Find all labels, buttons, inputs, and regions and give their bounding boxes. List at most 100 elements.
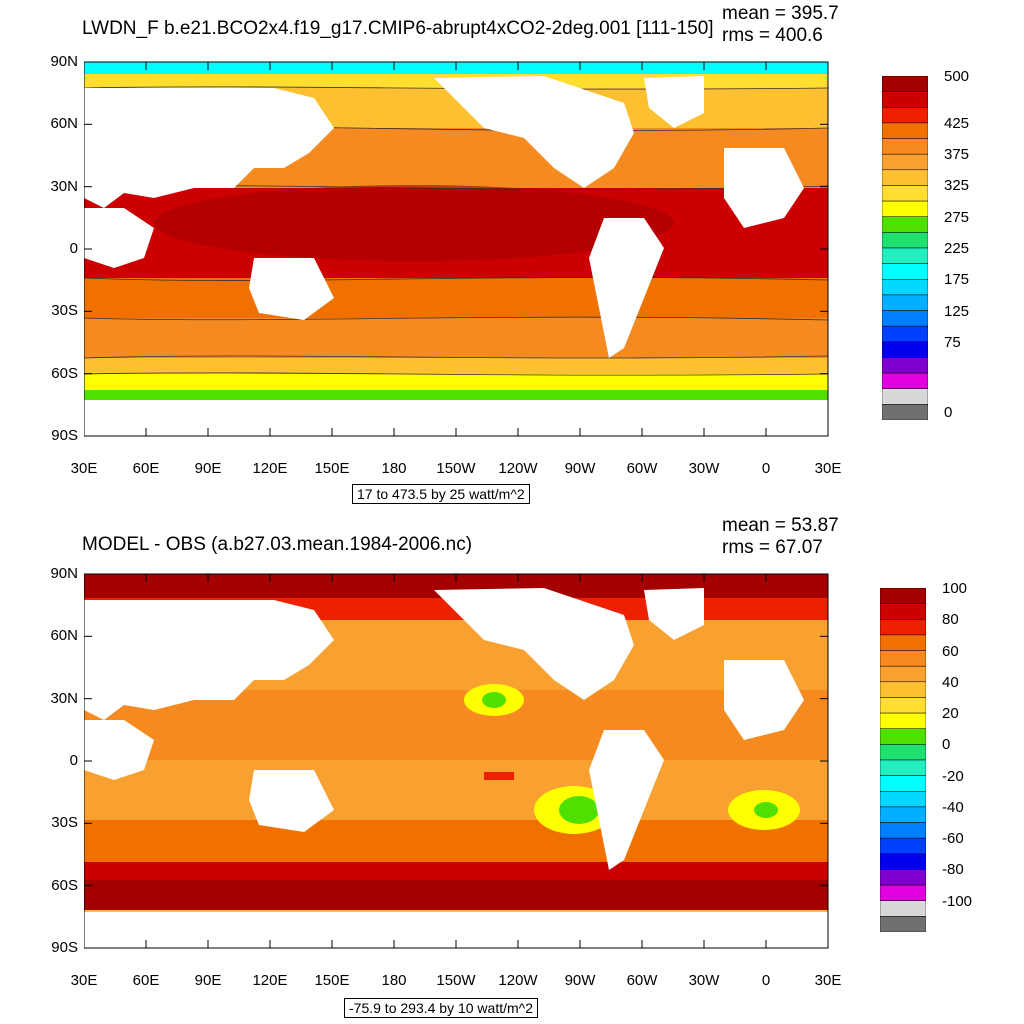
top-mean-stat: mean = 395.7 xyxy=(722,3,839,24)
bottom-land-north-america xyxy=(434,588,634,700)
bottom-colorbar-swatch xyxy=(880,822,926,839)
bottom-colorbar-swatch xyxy=(880,900,926,917)
bottom-colorbar-swatch xyxy=(880,681,926,698)
bottom-land xyxy=(84,588,828,948)
top-land-eurasia xyxy=(84,88,334,208)
bottom-colorbar-swatch xyxy=(880,759,926,776)
bottom-contour-range-box: -75.9 to 293.4 by 10 watt/m^2 xyxy=(344,998,539,1018)
top-south-midlat-band xyxy=(84,318,828,358)
top-lon-label: 150E xyxy=(314,460,350,477)
top-map-plot xyxy=(84,61,829,437)
bottom-panel: MODEL - OBS (a.b27.03.mean.1984-2006.nc)… xyxy=(0,512,1024,1024)
top-colorbar-label: 175 xyxy=(944,271,970,289)
bottom-colorbar-label: -60 xyxy=(942,830,964,848)
top-colorbar xyxy=(882,76,928,420)
top-colorbar-swatch xyxy=(882,310,928,327)
top-colorbar-swatch xyxy=(882,76,928,92)
top-lat-label: 30N xyxy=(50,177,78,195)
bottom-land-australia xyxy=(249,770,334,832)
top-lon-label: 90E xyxy=(194,460,222,477)
bottom-map-plot xyxy=(84,573,829,949)
top-lat-label: 60S xyxy=(51,364,78,382)
top-colorbar-swatch xyxy=(882,122,928,139)
top-colorbar-swatch xyxy=(882,91,928,108)
top-colorbar-swatch xyxy=(882,404,928,420)
top-colorbar-label: 375 xyxy=(944,146,970,164)
top-colorbar-label: 325 xyxy=(944,177,970,195)
bottom-south-subtrop-band xyxy=(84,760,828,820)
top-colorbar-swatch xyxy=(882,185,928,202)
bottom-colorbar-swatch xyxy=(880,869,926,886)
bottom-colorbar-swatch xyxy=(880,884,926,901)
bottom-colorbar-swatch xyxy=(880,588,926,604)
bottom-land-greenland xyxy=(644,588,704,640)
bottom-colorbar-swatch xyxy=(880,619,926,636)
top-colorbar-label: 125 xyxy=(944,302,970,320)
bottom-land-africa-west xyxy=(724,660,804,740)
top-colorbar-label: 75 xyxy=(944,333,961,351)
bottom-lat-label: 0 xyxy=(69,752,78,769)
top-colorbar-label: 0 xyxy=(944,404,953,422)
top-lat-label: 90N xyxy=(50,53,78,70)
top-colorbar-swatch xyxy=(882,279,928,296)
bottom-land-africa-east xyxy=(84,720,154,780)
top-colorbar-swatch xyxy=(882,107,928,124)
bottom-equatorial-red-spot xyxy=(484,772,514,780)
bottom-colorbar-swatch xyxy=(880,697,926,714)
bottom-colorbar-label: 20 xyxy=(942,705,959,723)
bottom-colorbar-swatch xyxy=(880,916,926,932)
top-land-africa-east xyxy=(84,208,154,268)
bottom-colorbar-label: -40 xyxy=(942,798,964,816)
bottom-lon-label: 180 xyxy=(381,972,407,989)
top-lon-label: 120W xyxy=(498,460,538,477)
bottom-lon-label: 30E xyxy=(814,972,842,989)
top-antarctic-coast-band xyxy=(84,390,828,400)
bottom-lon-label: 60W xyxy=(626,972,658,989)
top-lat-label: 30S xyxy=(51,302,78,320)
top-warm-pool xyxy=(154,185,674,261)
top-colorbar-swatch xyxy=(882,325,928,343)
top-land-australia xyxy=(249,258,334,320)
bottom-lat-label: 60S xyxy=(51,876,78,894)
bottom-colorbar-label: 0 xyxy=(942,736,951,754)
bottom-lat-label: 30N xyxy=(50,689,78,707)
bottom-colorbar-label: 60 xyxy=(942,642,959,660)
top-land-africa-west xyxy=(724,148,804,228)
top-lat-label: 90S xyxy=(51,427,78,444)
top-lon-label: 30E xyxy=(70,460,98,477)
bottom-colorbar-label: 80 xyxy=(942,611,959,629)
bottom-lat-label: 90N xyxy=(50,565,78,582)
bottom-colorbar-swatch xyxy=(880,744,926,761)
bottom-colorbar-swatch xyxy=(880,603,926,620)
bottom-southern-ocean-band-2 xyxy=(84,880,828,910)
bottom-colorbar-label: -20 xyxy=(942,767,964,785)
bottom-southern-ocean-band-1 xyxy=(84,862,828,880)
top-colorbar-swatch xyxy=(882,138,928,155)
top-colorbar-label: 275 xyxy=(944,208,970,226)
bottom-lon-label: 120E xyxy=(252,972,288,989)
bottom-lon-label: 120W xyxy=(498,972,538,989)
top-lon-label: 60E xyxy=(132,460,160,477)
top-contour-range-box: 17 to 473.5 by 25 watt/m^2 xyxy=(352,484,530,504)
bottom-south-atlantic-green-spot xyxy=(754,802,778,818)
bottom-mean-stat: mean = 53.87 xyxy=(722,515,839,536)
top-tick-marks xyxy=(84,61,829,437)
bottom-colorbar-swatch xyxy=(880,728,926,745)
bottom-north-pacific-green-spot xyxy=(482,692,506,708)
bottom-colorbar-label: -100 xyxy=(942,892,973,910)
bottom-colorbar-swatch xyxy=(880,634,926,651)
top-southern-ocean-band-2 xyxy=(84,374,828,390)
top-lon-label: 30E xyxy=(814,460,842,477)
top-lat-label: 0 xyxy=(69,240,78,257)
bottom-tick-marks xyxy=(84,573,829,949)
top-colorbar-label: 500 xyxy=(944,68,970,85)
top-rms-stat: rms = 400.6 xyxy=(722,25,823,46)
top-colorbar-swatch xyxy=(882,169,928,186)
bottom-rms-stat: rms = 67.07 xyxy=(722,537,823,558)
bottom-lon-label: 0 xyxy=(761,972,771,989)
bottom-lon-label: 90E xyxy=(194,972,222,989)
top-colorbar-swatch xyxy=(882,341,928,358)
bottom-south-pacific-green-spot xyxy=(559,796,599,824)
top-lon-label: 150W xyxy=(436,460,476,477)
top-southern-ocean-band-1 xyxy=(84,358,828,374)
